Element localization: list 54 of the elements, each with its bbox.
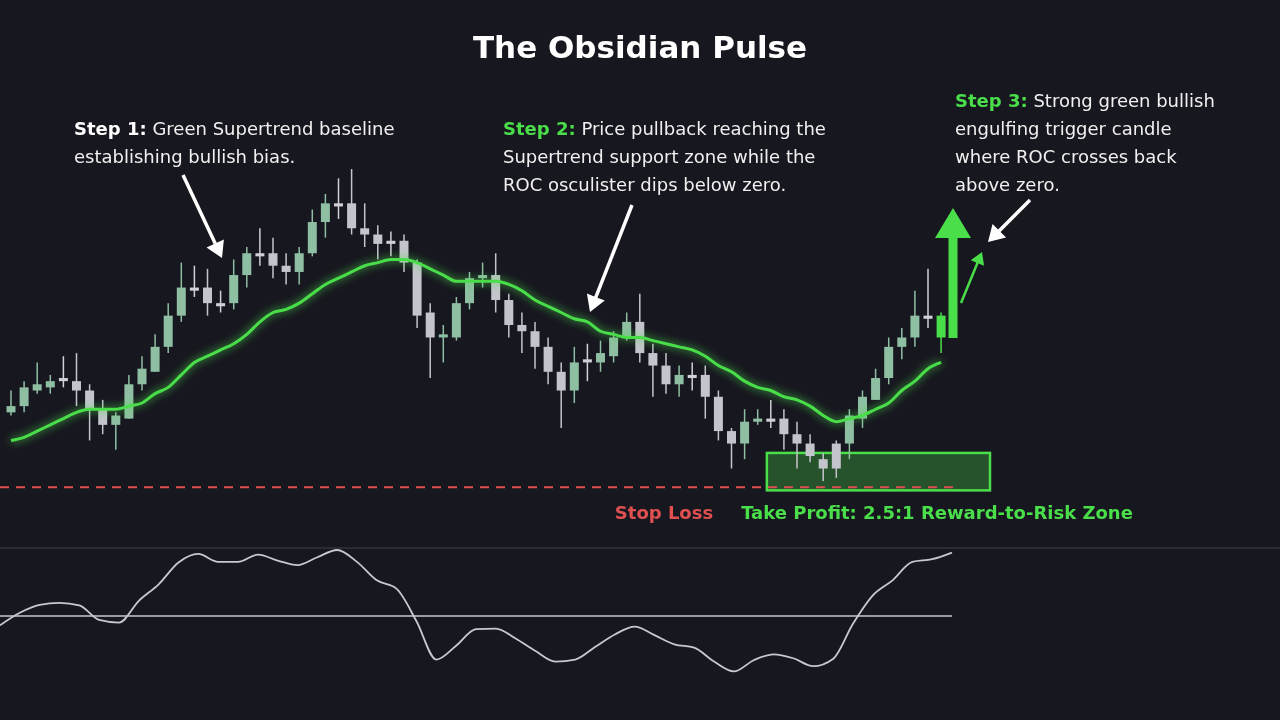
candlestick: [386, 230, 396, 258]
candlestick: [137, 355, 147, 392]
candlestick: [373, 224, 383, 261]
candlestick: [818, 452, 828, 482]
chart-title: The Obsidian Pulse: [472, 29, 808, 65]
candlestick: [609, 330, 619, 364]
candlestick: [111, 411, 121, 451]
candlestick: [727, 427, 736, 470]
candlestick: [792, 420, 802, 470]
candlestick: [98, 399, 108, 435]
candlestick: [320, 193, 330, 239]
candlestick: [294, 246, 304, 286]
candlestick: [19, 380, 29, 414]
candlestick: [242, 246, 252, 289]
candlestick: [45, 374, 55, 395]
candlestick: [648, 342, 658, 398]
candlestick: [596, 339, 605, 373]
candlestick: [517, 311, 527, 354]
candlestick: [58, 355, 68, 389]
candlestick: [216, 289, 226, 314]
candlestick: [661, 352, 671, 395]
candlestick: [478, 261, 488, 289]
candlestick: [32, 361, 42, 395]
candlestick: [923, 268, 933, 329]
candlestick: [189, 264, 199, 298]
candlestick: [203, 268, 212, 317]
candlestick: [334, 177, 343, 220]
candlestick: [360, 202, 370, 248]
candlestick: [936, 311, 946, 354]
candlestick: [438, 324, 448, 364]
band-label: Take Profit: 2.5:1 Reward-to-Risk Zone: [741, 502, 1133, 523]
candlestick: [766, 399, 776, 429]
candlestick: [268, 236, 278, 279]
text: Step 3: Strong green bullish engulfing trigger candle where ROC crosses back above zero.: [955, 90, 1215, 195]
candlestick: [779, 408, 789, 451]
candlestick: [674, 364, 684, 398]
candlestick: [582, 342, 592, 382]
candlestick: [687, 361, 697, 392]
candlestick: [85, 383, 95, 442]
candlestick: [700, 364, 710, 420]
candlestick: [530, 321, 540, 370]
candlestick: [556, 361, 566, 429]
candlestick: [897, 327, 907, 361]
ref-line-label: Stop Loss: [614, 502, 714, 523]
candlestick: [255, 227, 265, 267]
candlestick: [740, 408, 750, 460]
candlestick: [6, 389, 16, 417]
candlestick: [72, 352, 81, 407]
text: Step 1: Green Supertrend baseline establishing bullish bias.: [74, 118, 395, 167]
text: Step 2: Price pullback reaching the Supertrend support zone while the ROC osculister dips below zero.: [503, 118, 826, 195]
candlestick: [910, 289, 920, 348]
candlestick: [805, 433, 815, 464]
candlestick: [871, 367, 881, 401]
candlestick: [281, 252, 291, 286]
